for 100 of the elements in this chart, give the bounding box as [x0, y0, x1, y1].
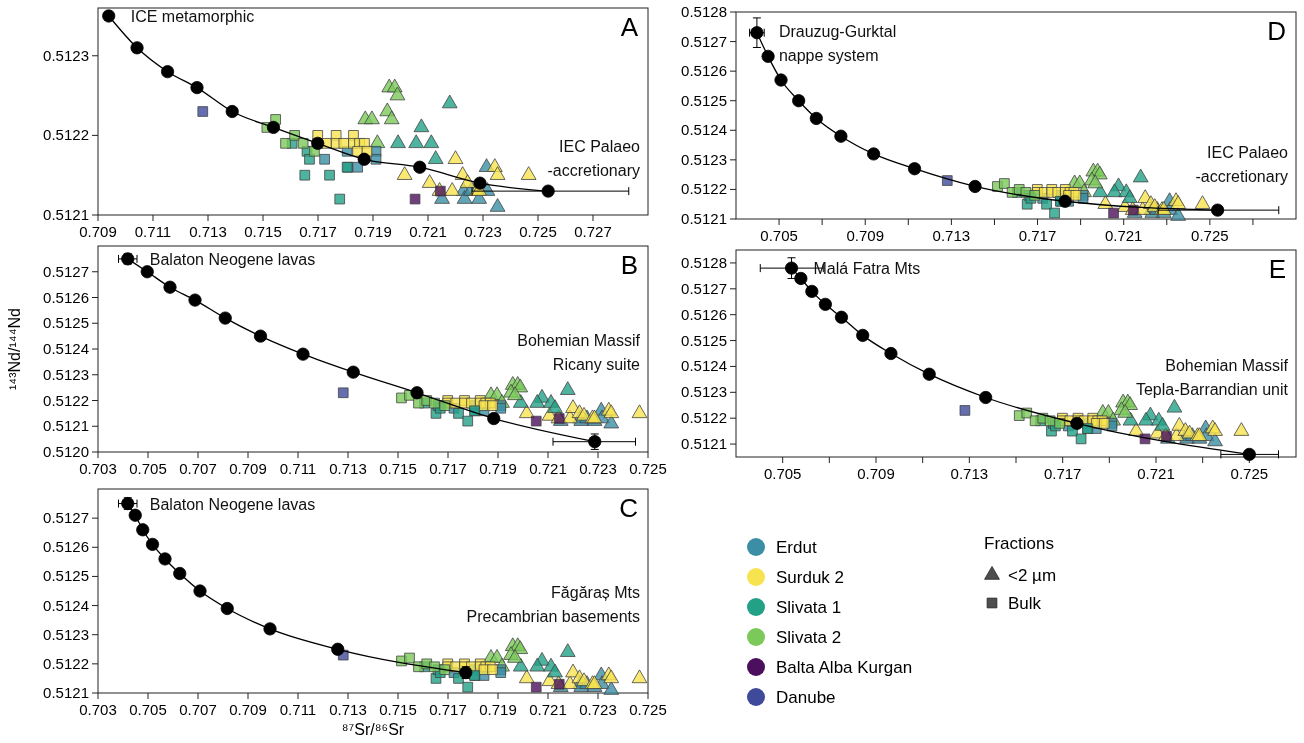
y-tick-label: 0.5122 — [681, 409, 727, 427]
x-tick-label: 0.709 — [79, 223, 117, 240]
x-tick-label: 0.717 — [1018, 227, 1057, 244]
legend-label: Surduk 2 — [776, 568, 845, 587]
legend-label: Slivata 1 — [776, 598, 842, 617]
x-tick-label: 0.721 — [1137, 465, 1175, 482]
x-tick-label: 0.723 — [464, 223, 502, 240]
annotation: IEC Palaeo -accretionary — [547, 137, 641, 179]
annotation: Bohemian Massif Ricany suite — [517, 331, 641, 373]
chart-title: D — [1267, 16, 1286, 46]
x-tick-label: 0.727 — [574, 223, 612, 240]
annotation: Drauzug-Gurktal nappe system — [778, 22, 897, 64]
x-tick-label: 0.703 — [79, 460, 117, 477]
y-tick-label: 0.5121 — [43, 684, 89, 701]
x-tick-label: 0.717 — [429, 460, 467, 477]
legend-label: Slivata 2 — [776, 628, 842, 647]
x-tick-label: 0.723 — [579, 701, 617, 718]
x-tick-label: 0.725 — [1191, 227, 1229, 244]
x-tick-label: 0.721 — [409, 223, 447, 240]
x-tick-label: 0.721 — [529, 460, 567, 477]
x-tick-label: 0.705 — [760, 227, 798, 244]
x-tick-label: 0.709 — [846, 227, 884, 244]
annotation: Făgăraș Mts Precambrian basements — [466, 583, 640, 625]
legend-label: Erdut — [776, 538, 817, 557]
x-tick-label: 0.713 — [932, 227, 971, 244]
x-tick-label: 0.721 — [1104, 227, 1143, 244]
y-tick-label: 0.5125 — [681, 331, 727, 349]
x-tick-label: 0.703 — [79, 701, 117, 718]
x-tick-label: 0.725 — [629, 460, 667, 477]
x-tick-label: 0.719 — [479, 701, 517, 718]
y-tick-label: 0.5121 — [43, 417, 89, 435]
x-tick-label: 0.717 — [429, 701, 467, 718]
y-tick-label: 0.5121 — [681, 210, 727, 227]
x-tick-label: 0.707 — [179, 701, 217, 718]
x-tick-label: 0.711 — [134, 223, 172, 240]
y-axis-title: ¹⁴³Nd/¹⁴⁴Nd — [6, 308, 23, 390]
x-tick-label: 0.725 — [519, 223, 557, 240]
y-tick-label: 0.5125 — [43, 567, 89, 585]
y-tick-label: 0.5122 — [43, 654, 89, 672]
y-tick-label: 0.5127 — [43, 262, 89, 280]
x-tick-label: 0.713 — [329, 460, 367, 477]
chart-title: B — [620, 250, 638, 280]
annotation: Malá Fatra Mts — [813, 260, 921, 278]
x-tick-label: 0.705 — [129, 701, 167, 718]
x-tick-label: 0.723 — [579, 460, 617, 477]
y-tick-label: 0.5127 — [681, 32, 727, 50]
x-tick-label: 0.719 — [479, 460, 517, 477]
chart-title: C — [619, 493, 638, 523]
legend-label: Danube — [776, 688, 836, 707]
y-tick-label: 0.5121 — [681, 435, 727, 453]
x-tick-label: 0.705 — [763, 465, 802, 482]
x-tick-label: 0.709 — [857, 465, 895, 482]
x-tick-label: 0.725 — [1230, 465, 1269, 482]
y-tick-label: 0.5121 — [43, 206, 89, 223]
y-tick-label: 0.5124 — [681, 121, 727, 139]
x-tick-label: 0.725 — [629, 701, 667, 718]
y-tick-label: 0.5125 — [43, 314, 89, 332]
annotation: ICE metamorphic — [130, 7, 255, 25]
x-tick-label: 0.715 — [379, 460, 417, 477]
y-tick-label: 0.5123 — [43, 46, 89, 64]
x-tick-label: 0.719 — [354, 223, 392, 240]
y-tick-label: 0.5124 — [43, 596, 89, 614]
y-tick-label: 0.5124 — [681, 357, 727, 375]
x-tick-label: 0.717 — [1043, 465, 1082, 482]
x-tick-label: 0.711 — [279, 701, 317, 718]
chart-title: A — [620, 12, 639, 42]
x-tick-label: 0.705 — [129, 460, 167, 477]
y-tick-label: 0.5122 — [681, 180, 727, 198]
annotation: Bohemian Massif Tepla-Barrandian unit — [1135, 356, 1289, 398]
x-tick-label: 0.713 — [189, 223, 227, 240]
y-tick-label: 0.5124 — [43, 340, 89, 357]
text: <2 µm — [1008, 566, 1057, 585]
annotation: Balaton Neogene lavas — [149, 495, 316, 513]
x-tick-label: 0.707 — [179, 460, 217, 477]
legend-label: Balta Alba Kurgan — [776, 658, 913, 677]
x-tick-label: 0.715 — [244, 223, 282, 240]
y-tick-label: 0.5123 — [681, 383, 727, 401]
x-tick-label: 0.715 — [379, 701, 417, 718]
x-tick-label: 0.709 — [229, 460, 267, 477]
y-tick-label: 0.5126 — [43, 538, 89, 556]
legend-title: Fractions — [984, 534, 1054, 553]
x-tick-label: 0.713 — [950, 465, 989, 482]
y-tick-label: 0.5123 — [43, 365, 89, 383]
x-tick-label: 0.711 — [279, 460, 317, 477]
y-tick-label: 0.5127 — [681, 279, 727, 297]
x-tick-label: 0.713 — [329, 701, 367, 718]
chart-title: E — [1268, 254, 1286, 284]
y-tick-label: 0.5126 — [681, 62, 727, 80]
x-tick-label: 0.721 — [529, 701, 567, 718]
x-axis-title: ⁸⁷Sr/⁸⁶Sr — [341, 721, 405, 738]
y-tick-label: 0.5120 — [43, 443, 89, 460]
annotation: IEC Palaeo -accretionary — [1195, 143, 1289, 185]
x-tick-label: 0.709 — [229, 701, 267, 718]
x-tick-label: 0.717 — [299, 223, 337, 240]
y-tick-label: 0.5126 — [43, 288, 89, 306]
y-tick-label: 0.5127 — [43, 509, 89, 527]
y-tick-label: 0.5128 — [681, 3, 727, 20]
text: Bulk — [1008, 594, 1042, 613]
y-tick-label: 0.5122 — [43, 126, 89, 144]
y-tick-label: 0.5128 — [681, 253, 727, 271]
